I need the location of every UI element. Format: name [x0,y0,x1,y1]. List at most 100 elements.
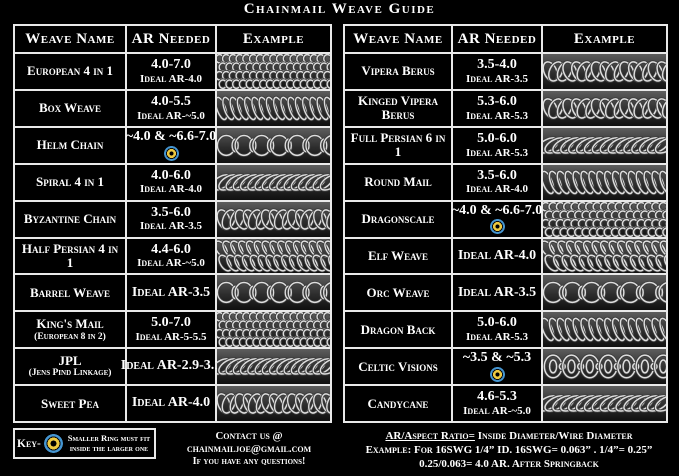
chain-example-pattern [543,394,666,413]
weave-name: Celtic Visions [358,358,438,374]
weave-name: Dragon Back [360,321,436,337]
ring-fit-icon [489,366,505,382]
ar-ideal: Ideal AR-5.3 [466,109,528,122]
chain-example-pattern [543,201,666,237]
key-text-line2: inside the larger one [69,442,149,453]
weave-name: Full Persian 6 in 1 [350,130,446,160]
example-cell [217,349,330,385]
example-cell [543,349,666,385]
weave-name: European 4 in 1 [27,63,113,79]
ar-range: 4.0-7.0 [151,57,191,73]
chain-example-pattern [543,353,666,380]
weave-name: Round Mail [364,174,432,190]
example-cell [543,275,666,311]
ar-range: ~4.0 & ~6.6-7.0 [125,128,217,144]
ar-range: 4.0-5.5 [151,93,191,109]
example-cell [543,201,666,237]
weave-name: Half Persian 4 in 1 [21,240,119,270]
weave-name-cell: Byzantine Chain [15,201,125,237]
ar-needed-cell: 3.5-6.0 Ideal AR-3.5 [127,201,215,237]
ar-needed-cell: ~4.0 & ~6.6-7.0 [125,127,217,163]
weave-name: Barrel Weave [29,284,111,300]
weave-name: Elf Weave [367,247,429,263]
ar-needed-cell: 4.0-5.5 Ideal AR-~5.0 [127,90,215,126]
weave-name-cell: Half Persian 4 in 1 [15,238,125,274]
weave-name-cell: Candycane [345,386,451,421]
weave-name: JPL [58,353,82,369]
ar-needed-cell: 5.0-6.0 Ideal AR-5.3 [453,127,541,163]
example-cell [217,312,330,348]
example-cell [217,127,330,163]
contact-email: Contact us @ chainmailjoe@gmail.com [186,430,312,455]
chain-example-pattern [543,136,666,155]
ar-definition: AR/Aspect Ratio= Inside Diameter/Wire Di… [343,429,675,471]
chain-example-pattern [217,312,330,348]
ar-definition-line1: AR/Aspect Ratio= Inside Diameter/Wire Di… [343,429,675,443]
header-example: Example [543,26,666,52]
ar-needed-cell: 4.4-6.0 Ideal AR-~5.0 [127,238,215,274]
ar-ideal: Ideal AR-~5.0 [137,257,205,270]
ar-needed-cell: 5.0-6.0 Ideal AR-5.3 [453,312,541,348]
ar-needed-cell: Ideal AR-3.5 [453,275,541,311]
example-cell [217,90,330,126]
example-cell [543,164,666,200]
weave-subname: (Jens Pind Linkage) [28,368,112,379]
contact-note: Contact us @ chainmailjoe@gmail.com If y… [159,430,339,468]
ar-needed-cell: 3.5-6.0 Ideal AR-4.0 [453,164,541,200]
weave-name-cell: Dragonscale [345,201,451,237]
weave-table-left: Weave Name AR Needed Example European 4 … [13,24,332,423]
weave-name: Box Weave [38,100,102,116]
header-ar-needed: AR Needed [453,26,541,52]
weave-name-cell: European 4 in 1 [15,54,125,89]
ar-ideal: Ideal AR-4.0 [140,72,202,85]
ar-range: ~3.5 & ~5.3 [462,350,532,366]
ar-range: 5.3-6.0 [477,93,517,109]
ar-ratio-value: Inside Diameter/Wire Diameter [474,430,633,442]
key-text: Smaller Ring must fit inside the larger … [66,433,152,453]
chain-example-pattern [543,317,666,343]
weave-table-right: Weave Name AR Needed Example Vipera Beru… [343,24,668,423]
chain-example-pattern [543,169,666,195]
ar-needed-cell: 4.6-5.3 Ideal AR-~5.0 [453,386,541,421]
ar-needed-cell: Ideal AR-4.0 [127,386,215,421]
weave-name: Helm Chain [36,137,104,153]
weave-name-cell: King's Mail (European 8 in 2) [15,312,125,348]
chain-example-pattern [217,357,330,376]
chain-example-pattern [217,95,330,122]
chain-example-pattern [217,281,330,305]
example-cell [543,386,666,421]
ring-fit-icon [163,145,179,161]
weave-name-cell: Spiral 4 in 1 [15,164,125,200]
contact-questions: If you have any questions! [192,455,306,467]
ar-range: 4.4-6.0 [151,241,191,257]
chain-example-pattern [217,172,330,192]
ar-needed-cell: Ideal AR-3.5 [127,275,215,311]
weave-name-cell: Sweet Pea [15,386,125,421]
ar-ideal: Ideal AR-5.3 [466,331,528,344]
ar-range: 4.0-6.0 [151,167,191,183]
header-example: Example [217,26,330,52]
ar-range: Ideal AR-3.5 [131,284,211,300]
key-label: Key- [17,437,41,450]
weave-name: Kinged Vipera Berus [357,93,439,123]
ar-range: 5.0-6.0 [477,315,517,331]
ar-needed-cell: ~4.0 & ~6.6-7.0 [452,201,542,237]
example-cell [543,54,666,89]
ar-definition-line2: Example: For 16SWG 1/4” ID. 16SWG= 0.063… [365,444,653,457]
weave-name-cell: Round Mail [345,164,451,200]
ar-needed-cell: 4.0-6.0 Ideal AR-4.0 [127,164,215,200]
ar-needed-cell: 5.3-6.0 Ideal AR-5.3 [453,90,541,126]
header-weave-name: Weave Name [345,26,451,52]
weave-name: Dragonscale [361,211,435,227]
ar-ideal: Ideal AR-4.0 [140,183,202,196]
chain-example-pattern [217,207,330,231]
chain-example-pattern [217,54,330,89]
ar-range: 3.5-6.0 [477,167,517,183]
weave-name-cell: Helm Chain [15,127,125,163]
ar-needed-cell: 4.0-7.0 Ideal AR-4.0 [127,54,215,89]
chain-example-pattern [217,392,330,415]
example-cell [217,164,330,200]
weave-name-cell: Vipera Berus [345,54,451,89]
example-cell [217,386,330,421]
weave-name-cell: Full Persian 6 in 1 [345,127,451,163]
